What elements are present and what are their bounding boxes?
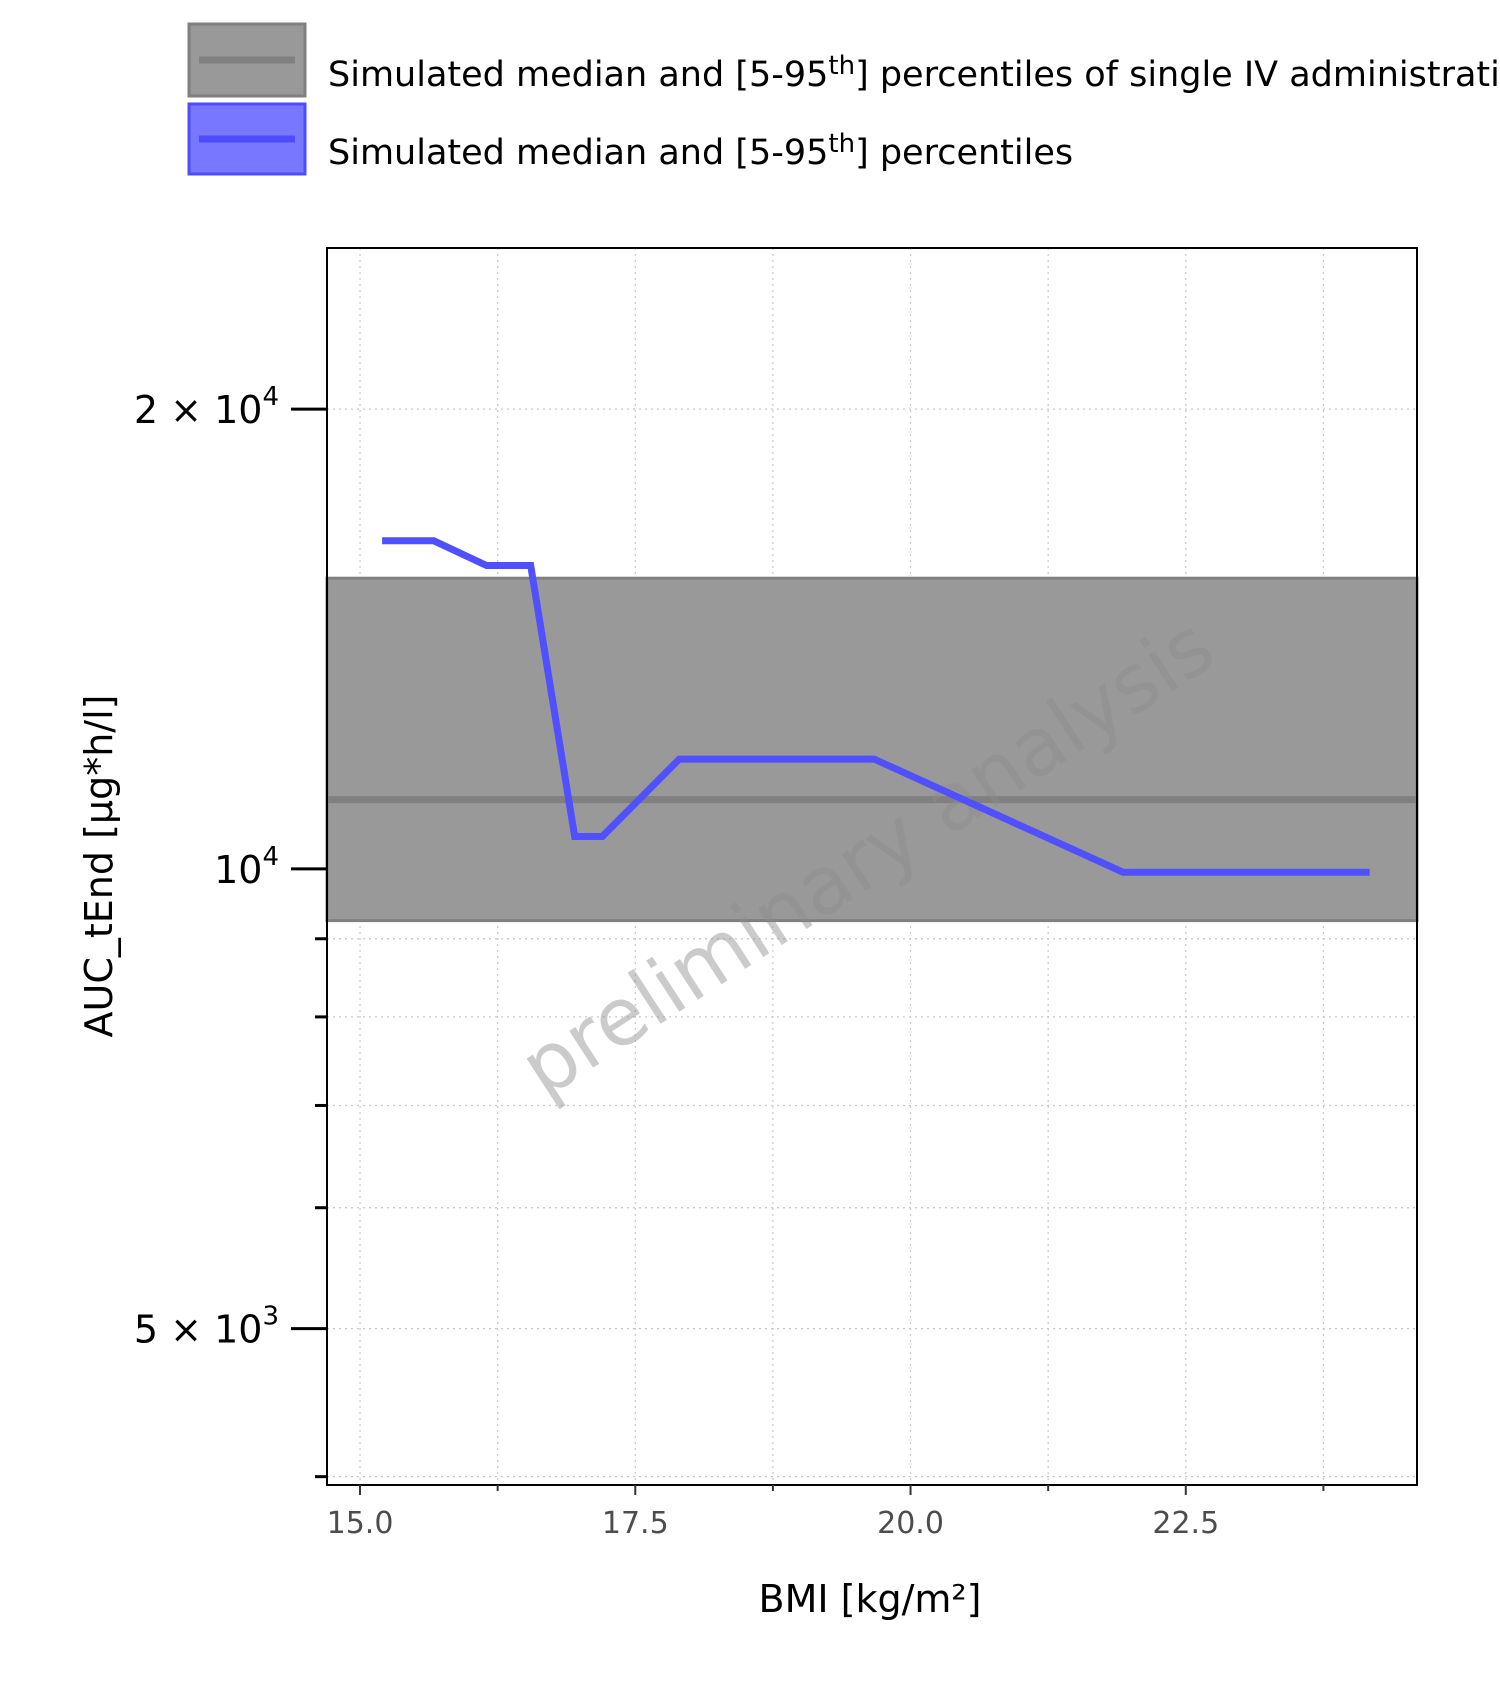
legend-label-reference: Simulated median and [5-95th] percentile… [328,51,1500,95]
y-tick-label: 104 [214,842,279,892]
x-tick-label: 20.0 [877,1506,944,1541]
x-tick-label: 15.0 [327,1506,394,1541]
x-tick-label: 17.5 [602,1506,669,1541]
simulated-series [382,537,1370,876]
reference-band [325,576,1419,923]
simulated-median-line [382,537,1370,876]
reference-percentile-band [325,576,1419,923]
y-tick-label: 2 × 104 [134,382,279,432]
x-tick-label: 22.5 [1152,1506,1219,1541]
legend-label-simulated: Simulated median and [5-95th] percentile… [328,129,1073,173]
plot-panel: preliminary analysis 15.0 17.5 20.0 22.55 ×… [134,247,1419,1541]
axes: 15.0 17.5 20.0 22.5 5 × 103 104 2 × 104 [134,382,1325,1541]
x-axis-title: BMI [kg/m²] [759,1577,982,1621]
y-tick-label: 5 × 103 [134,1302,279,1352]
plot-border [326,247,1418,1486]
y-axis-title: AUC_tEnd [µg*h/l] [77,695,121,1038]
legend: Simulated median and [5-95th] percentile… [187,22,1500,176]
